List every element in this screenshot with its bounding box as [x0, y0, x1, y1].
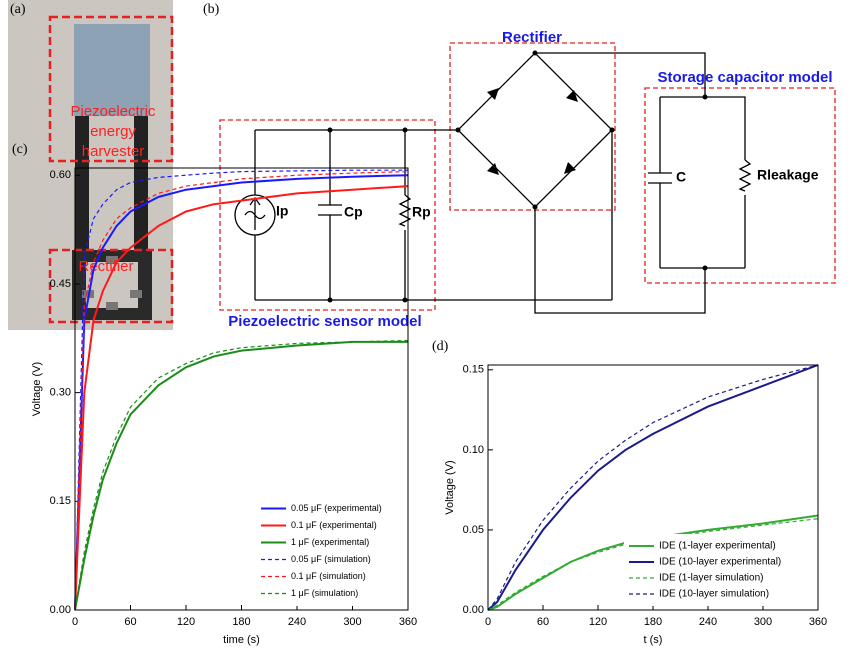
y-tick-label: 0.10 [463, 444, 484, 456]
photo-label: Piezoelectric [70, 103, 156, 120]
legend-label: IDE (1-layer experimental) [659, 541, 776, 552]
legend-label: 1 μF (experimental) [291, 537, 369, 547]
component-label: C [676, 169, 686, 185]
legend-label: IDE (10-layer simulation) [659, 589, 769, 600]
component-label: Rleakage [757, 167, 819, 183]
y-axis-label: Voltage (V) [444, 460, 456, 514]
x-tick-label: 180 [232, 616, 250, 628]
photo-label: Rectifier [78, 258, 133, 275]
panel-label: (d) [432, 339, 449, 354]
figure: Piezoelectric energy harvester Rectifier… [0, 0, 859, 650]
y-tick-label: 0.15 [463, 364, 484, 376]
y-tick-label: 0.15 [50, 495, 71, 507]
chip [106, 302, 118, 310]
panel-label: (b) [203, 2, 220, 17]
storage-box [645, 88, 835, 283]
component-label: Rp [412, 204, 431, 220]
x-axis-label: t (s) [644, 634, 663, 646]
x-tick-label: 300 [754, 616, 772, 628]
y-tick-label: 0.05 [463, 524, 484, 536]
x-tick-label: 180 [644, 616, 662, 628]
block-label: Storage capacitor model [657, 69, 832, 86]
page: Piezoelectric energy harvester Rectifier… [0, 0, 859, 650]
y-tick-label: 0.30 [50, 387, 71, 399]
x-tick-label: 0 [485, 616, 491, 628]
y-tick-label: 0.00 [463, 604, 484, 616]
component-label: Ip [276, 203, 288, 219]
y-tick-label: 0.45 [50, 278, 71, 290]
legend-label: IDE (1-layer simulation) [659, 573, 763, 584]
x-axis-label: time (s) [223, 634, 260, 646]
block-label: Piezoelectric sensor model [228, 313, 421, 330]
x-tick-label: 360 [399, 616, 417, 628]
photo-label: harvester [82, 143, 145, 160]
x-tick-label: 0 [72, 616, 78, 628]
x-tick-label: 300 [343, 616, 361, 628]
component-label: Cp [344, 204, 363, 220]
legend-label: 0.05 μF (simulation) [291, 554, 371, 564]
legend-label: IDE (10-layer experimental) [659, 557, 781, 568]
block-label: Rectifier [502, 29, 562, 46]
x-tick-label: 360 [809, 616, 827, 628]
x-tick-label: 240 [699, 616, 717, 628]
y-tick-label: 0.00 [50, 604, 71, 616]
y-axis-label: Voltage (V) [31, 362, 43, 416]
x-tick-label: 60 [537, 616, 549, 628]
chip [130, 290, 142, 298]
legend-label: 0.1 μF (experimental) [291, 520, 377, 530]
photo-label: energy [90, 123, 136, 140]
x-tick-label: 120 [589, 616, 607, 628]
legend-label: 0.1 μF (simulation) [291, 571, 366, 581]
x-tick-label: 240 [288, 616, 306, 628]
panel-label: (a) [10, 2, 26, 17]
x-tick-label: 60 [124, 616, 136, 628]
wires [235, 51, 750, 314]
panel-label: (c) [12, 142, 28, 157]
trace [75, 116, 89, 256]
x-tick-label: 120 [177, 616, 195, 628]
rectifier-box [450, 43, 615, 210]
legend-label: 1 μF (simulation) [291, 588, 358, 598]
y-tick-label: 0.60 [50, 169, 71, 181]
legend-label: 0.05 μF (experimental) [291, 503, 382, 513]
